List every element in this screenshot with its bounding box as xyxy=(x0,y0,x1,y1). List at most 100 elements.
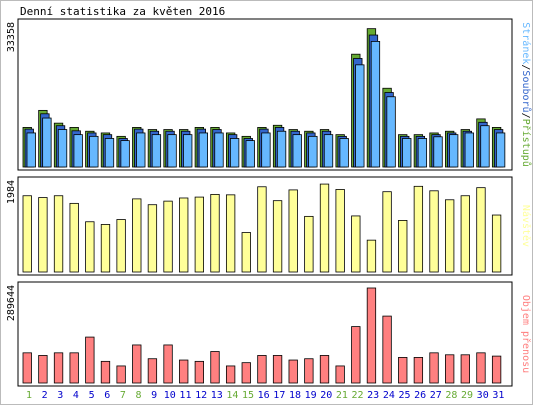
bar-visits-visits-6 xyxy=(100,224,111,273)
bar-kbytes-kbytes-12 xyxy=(194,360,204,384)
day-label-11: 11 xyxy=(179,390,191,401)
bar-traffic-pages-27 xyxy=(433,136,443,168)
day-label-19: 19 xyxy=(305,390,317,401)
legend-item: / xyxy=(520,113,531,119)
day-label-31: 31 xyxy=(492,390,504,401)
day-label-2: 2 xyxy=(42,390,48,401)
day-label-26: 26 xyxy=(414,390,426,401)
panel-kbytes: 289644 Objem přenosu xyxy=(6,281,532,387)
legend-item: Objem přenosu xyxy=(520,295,532,373)
bar-visits-visits-1 xyxy=(22,195,32,273)
bar-visits-visits-7 xyxy=(116,219,126,273)
day-label-1: 1 xyxy=(26,390,32,401)
bar-kbytes-kbytes-19 xyxy=(304,358,314,384)
bar-visits-visits-11 xyxy=(179,197,189,273)
y-max-label: 289644 xyxy=(6,285,17,321)
bar-kbytes-kbytes-9 xyxy=(147,358,158,384)
day-label-27: 27 xyxy=(430,390,442,401)
day-label-10: 10 xyxy=(164,390,176,401)
day-label-5: 5 xyxy=(89,390,95,401)
bar-kbytes-kbytes-2 xyxy=(38,355,48,384)
bar-visits-visits-10 xyxy=(163,200,173,273)
bar-traffic-pages-8 xyxy=(136,132,146,168)
day-label-6: 6 xyxy=(104,390,110,401)
bar-traffic-pages-16 xyxy=(261,132,271,168)
bar-visits-visits-23 xyxy=(366,239,377,273)
bar-kbytes-kbytes-16 xyxy=(257,355,267,384)
bar-traffic-pages-14 xyxy=(229,138,240,168)
day-label-16: 16 xyxy=(258,390,270,401)
day-label-12: 12 xyxy=(195,390,207,401)
bar-traffic-pages-24 xyxy=(386,96,396,168)
bar-visits-visits-17 xyxy=(272,200,283,273)
bar-kbytes-kbytes-17 xyxy=(272,355,283,384)
bar-kbytes-kbytes-25 xyxy=(398,357,408,384)
bar-visits-visits-31 xyxy=(491,214,502,273)
bar-kbytes-kbytes-31 xyxy=(491,355,502,384)
bar-kbytes-kbytes-20 xyxy=(319,355,330,384)
bar-traffic-pages-6 xyxy=(104,138,115,168)
bar-kbytes-kbytes-15 xyxy=(241,362,251,384)
day-label-3: 3 xyxy=(57,390,63,401)
day-label-20: 20 xyxy=(320,390,332,401)
bar-traffic-pages-30 xyxy=(480,125,490,168)
bar-kbytes-kbytes-5 xyxy=(85,336,95,384)
bar-traffic-pages-2 xyxy=(42,117,52,168)
bar-traffic-pages-13 xyxy=(214,132,224,168)
bar-traffic-pages-28 xyxy=(449,134,459,168)
y-max-label: 33358 xyxy=(6,22,17,52)
panel-visits: 1984 Návštěv xyxy=(6,176,532,276)
bar-visits-visits-27 xyxy=(429,190,439,273)
legend-item: Souborů xyxy=(520,70,532,112)
bar-visits-visits-25 xyxy=(398,220,408,273)
legend: Stránek/Souborů/Přístupů xyxy=(520,22,532,167)
bar-traffic-pages-12 xyxy=(198,132,208,168)
bar-visits-visits-8 xyxy=(132,198,142,273)
day-label-13: 13 xyxy=(211,390,223,401)
bar-visits-visits-29 xyxy=(460,195,470,273)
bar-kbytes-kbytes-8 xyxy=(132,344,142,384)
bar-kbytes-kbytes-30 xyxy=(476,352,486,384)
bar-visits-visits-30 xyxy=(476,187,486,273)
bar-traffic-pages-25 xyxy=(402,138,412,168)
day-label-25: 25 xyxy=(398,390,410,401)
bar-visits-visits-4 xyxy=(69,202,79,273)
day-label-7: 7 xyxy=(120,390,126,401)
bar-kbytes-kbytes-24 xyxy=(382,315,392,384)
chart-title: Denní statistika za květen 2016 xyxy=(20,5,225,18)
legend: Objem přenosu xyxy=(520,295,532,373)
bar-kbytes-kbytes-21 xyxy=(335,365,345,384)
bar-kbytes-kbytes-29 xyxy=(460,354,470,384)
bar-kbytes-kbytes-23 xyxy=(366,287,377,384)
bar-visits-visits-21 xyxy=(335,189,345,273)
day-label-29: 29 xyxy=(461,390,473,401)
bar-traffic-pages-19 xyxy=(308,135,318,168)
bar-traffic-pages-21 xyxy=(339,138,349,168)
legend: Návštěv xyxy=(520,205,532,247)
bar-visits-visits-22 xyxy=(351,215,361,273)
bar-visits-visits-28 xyxy=(445,199,455,273)
bar-traffic-pages-9 xyxy=(151,134,162,168)
day-label-4: 4 xyxy=(73,390,79,401)
bar-visits-visits-14 xyxy=(225,194,236,273)
bar-traffic-pages-26 xyxy=(417,138,428,168)
day-label-21: 21 xyxy=(336,390,348,401)
bar-kbytes-kbytes-11 xyxy=(179,359,189,384)
bar-kbytes-kbytes-10 xyxy=(163,344,173,384)
bar-visits-visits-18 xyxy=(288,189,298,273)
bar-traffic-pages-29 xyxy=(464,132,474,168)
bar-visits-visits-26 xyxy=(413,185,424,273)
bar-traffic-pages-17 xyxy=(276,130,287,168)
bar-traffic-pages-31 xyxy=(495,132,506,168)
bar-kbytes-kbytes-26 xyxy=(413,357,424,384)
day-label-23: 23 xyxy=(367,390,379,401)
bar-traffic-pages-3 xyxy=(57,129,68,168)
legend-item: Přístupů xyxy=(520,119,532,167)
bar-traffic-pages-23 xyxy=(370,41,381,168)
bar-traffic-pages-10 xyxy=(167,134,177,168)
bar-kbytes-kbytes-6 xyxy=(100,360,111,384)
legend-item: Stránek xyxy=(520,22,532,64)
bar-visits-visits-3 xyxy=(53,195,64,273)
